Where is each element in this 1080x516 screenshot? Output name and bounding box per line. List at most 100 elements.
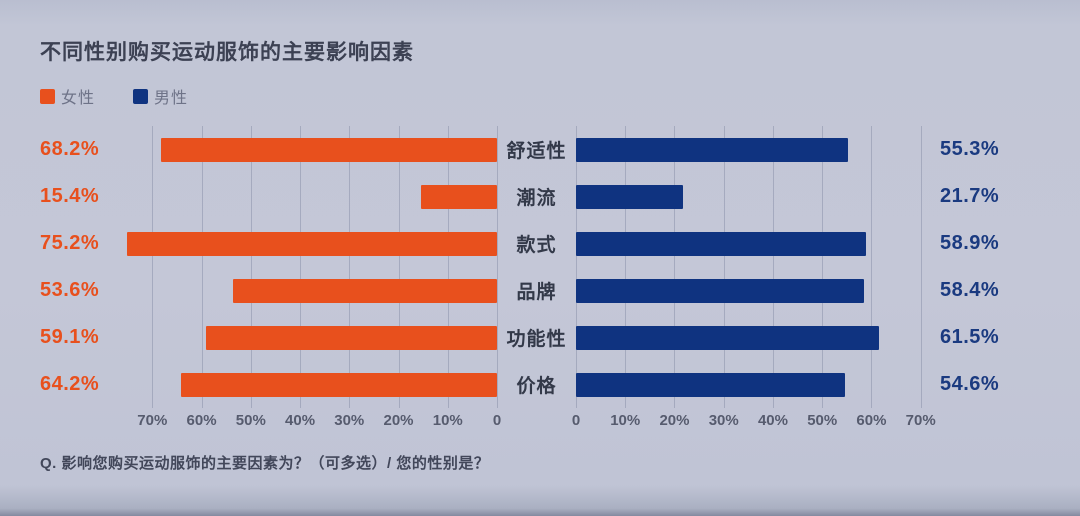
- male-value-row: 54.6%: [940, 361, 1050, 408]
- female-value-2: 75.2%: [40, 232, 100, 254]
- axis-tick-10: 10%: [610, 412, 641, 429]
- male-bars-plot: [576, 126, 933, 408]
- female-axis-ticks: 70% 60% 50% 40% 30% 20% 10% 0: [137, 412, 501, 434]
- male-bar-5: [576, 372, 845, 397]
- male-value-row: 55.3%: [940, 126, 1050, 173]
- chart-title: 不同性别购买运动服饰的主要影响因素: [40, 41, 414, 64]
- category-row: 品牌: [497, 267, 576, 314]
- female-bars-plot: [126, 126, 498, 408]
- category-label-4: 功能性: [506, 329, 567, 350]
- legend-item-male: 男性: [133, 84, 188, 108]
- female-bar-row: [140, 267, 497, 314]
- male-bar-row: [576, 126, 933, 173]
- gridline: [300, 126, 302, 408]
- gridline: [497, 126, 498, 408]
- gridline: [349, 126, 351, 408]
- female-value-row: 68.2%: [40, 126, 132, 173]
- male-axis-ticks: 0 10% 20% 30% 40% 50% 60% 70%: [572, 412, 936, 434]
- male-bar-row: [576, 361, 933, 408]
- male-bar-2: [576, 231, 867, 256]
- category-row: 潮流: [497, 173, 576, 220]
- female-bar-row: [126, 220, 497, 267]
- legend-label-male: 男性: [154, 90, 189, 107]
- gridline: [625, 126, 627, 408]
- axis-tick-40: 40%: [285, 412, 316, 429]
- axis-tick-70: 70%: [905, 412, 936, 429]
- gridline: [152, 126, 154, 408]
- female-value-row: 15.4%: [40, 173, 132, 220]
- gridline: [920, 126, 922, 408]
- female-swatch-icon: [40, 88, 55, 104]
- axis-tick-60: 60%: [186, 412, 217, 429]
- female-value-5: 64.2%: [40, 373, 100, 395]
- female-value-row: 64.2%: [40, 361, 132, 408]
- axis-tick-20: 20%: [659, 412, 690, 429]
- female-bar-row: [140, 173, 497, 220]
- category-row: 款式: [497, 220, 576, 267]
- female-value-4: 59.1%: [40, 326, 100, 348]
- female-bar-5: [180, 372, 497, 397]
- female-bar-4: [205, 325, 497, 350]
- male-value-1: 21.7%: [940, 185, 1000, 207]
- axis-tick-0: 0: [571, 412, 581, 429]
- female-values-column: 68.2% 15.4% 75.2% 53.6% 59.1% 64.2%: [40, 126, 132, 408]
- legend-label-female: 女性: [61, 90, 96, 107]
- male-value-5: 54.6%: [940, 373, 1000, 395]
- category-label-3: 品牌: [516, 282, 557, 303]
- male-bar-row: [576, 314, 933, 361]
- legend: 女性 男性: [40, 84, 188, 108]
- gridline: [201, 126, 203, 408]
- axis-tick-60: 60%: [856, 412, 887, 429]
- male-bar-row: [576, 173, 933, 220]
- gridline: [250, 126, 252, 408]
- category-row: 价格: [497, 361, 576, 408]
- male-value-row: 58.4%: [940, 267, 1050, 314]
- male-bar-row: [576, 220, 933, 267]
- female-bar-row: [140, 126, 497, 173]
- gridline: [398, 126, 400, 408]
- male-value-row: 21.7%: [940, 173, 1050, 220]
- axis-tick-10: 10%: [432, 412, 463, 429]
- male-value-2: 58.9%: [940, 232, 1000, 254]
- legend-item-female: 女性: [40, 84, 95, 108]
- male-bar-4: [576, 325, 879, 350]
- female-value-row: 59.1%: [40, 314, 132, 361]
- category-label-5: 价格: [516, 376, 557, 397]
- gridline: [674, 126, 676, 408]
- axis-tick-20: 20%: [383, 412, 414, 429]
- female-bar-row: [140, 361, 497, 408]
- axis-tick-40: 40%: [757, 412, 788, 429]
- survey-question-note: Q. 影响您购买运动服饰的主要因素为？（可多选）/ 您的性别是？: [40, 455, 490, 472]
- female-bar-3: [233, 278, 497, 303]
- gridline: [723, 126, 725, 408]
- female-value-0: 68.2%: [40, 138, 100, 160]
- female-bar-0: [161, 137, 497, 162]
- male-value-row: 58.9%: [940, 220, 1050, 267]
- female-bar-1: [421, 184, 497, 209]
- category-labels-column: 舒适性潮流款式品牌功能性价格: [497, 126, 576, 408]
- male-value-row: 61.5%: [940, 314, 1050, 361]
- gridline: [576, 126, 577, 408]
- female-value-row: 53.6%: [40, 267, 132, 314]
- male-swatch-icon: [133, 88, 149, 104]
- female-value-1: 15.4%: [40, 185, 100, 207]
- male-bar-1: [576, 184, 683, 209]
- category-label-2: 款式: [516, 235, 557, 256]
- male-value-3: 58.4%: [940, 279, 1000, 301]
- gridline: [772, 126, 774, 408]
- male-bar-0: [576, 137, 849, 162]
- male-value-0: 55.3%: [940, 138, 1000, 160]
- gridline: [871, 126, 873, 408]
- female-bar-row: [140, 314, 497, 361]
- axis-tick-30: 30%: [708, 412, 739, 429]
- axis-tick-0: 0: [492, 412, 502, 429]
- axis-tick-50: 50%: [807, 412, 838, 429]
- gridline: [447, 126, 449, 408]
- category-row: 功能性: [497, 314, 576, 361]
- female-bar-2: [126, 231, 497, 256]
- male-value-4: 61.5%: [940, 326, 1000, 348]
- female-value-row: 75.2%: [40, 220, 132, 267]
- category-label-0: 舒适性: [506, 141, 567, 162]
- male-bar-3: [576, 278, 864, 303]
